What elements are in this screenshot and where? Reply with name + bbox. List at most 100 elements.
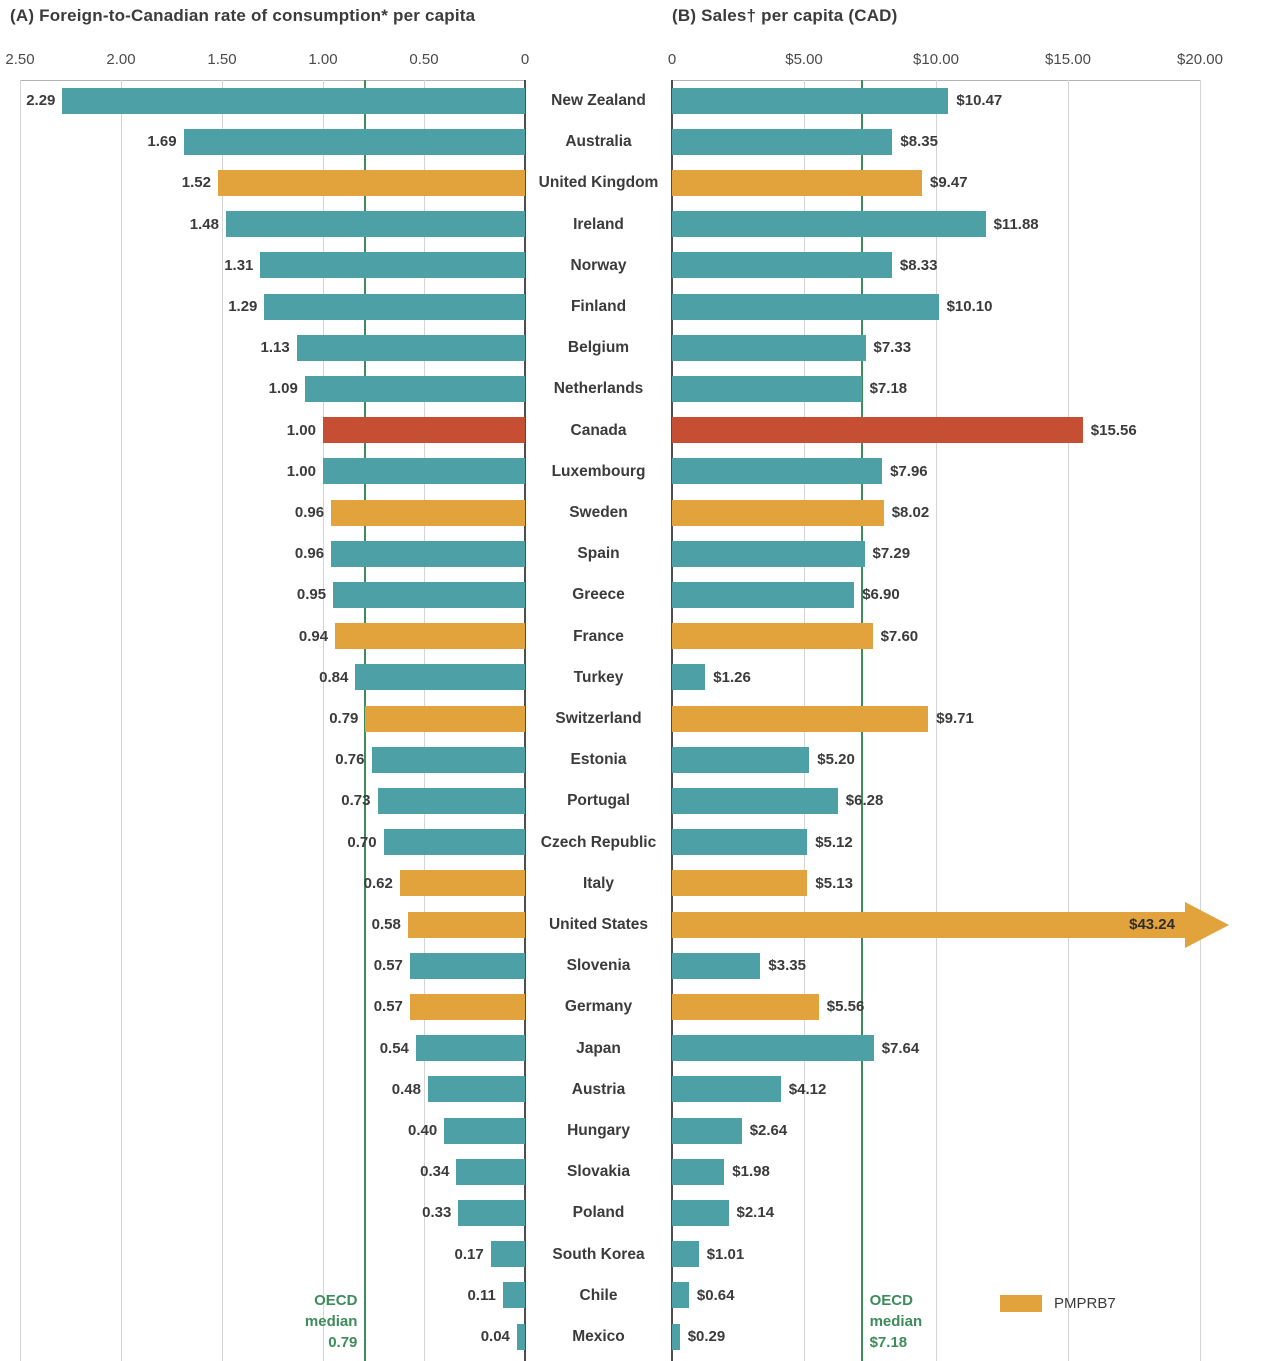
sales-value-label: $2.64 [749, 1122, 788, 1139]
country-label: Estonia [570, 751, 627, 769]
legend: PMPRB7 [1000, 1295, 1116, 1312]
chart-row: 1.13 Belgium $7.33 [0, 327, 1275, 368]
sales-bar [672, 293, 939, 320]
sales-value-label: $7.29 [872, 545, 911, 563]
chart-row: 0.95 Greece $6.90 [0, 574, 1275, 615]
sales-bar [672, 911, 1185, 938]
rate-value-label: 1.00 [286, 462, 316, 480]
rate-value-label: 1.52 [181, 174, 211, 192]
sales-bar [672, 128, 893, 155]
rate-value-label: 0.04 [480, 1328, 510, 1345]
country-label: Poland [572, 1204, 625, 1222]
chart-row: 0.17 South Korea $1.01 [0, 1234, 1275, 1275]
rate-bar [516, 1323, 525, 1350]
rate-value-label: 1.13 [260, 339, 290, 357]
country-label: New Zealand [551, 92, 646, 109]
rate-bar [183, 128, 525, 155]
rate-value-label: 0.48 [391, 1080, 421, 1098]
chart-row: 0.73 Portugal $6.28 [0, 780, 1275, 821]
rate-value-label: 0.95 [296, 586, 327, 604]
gridline-b [936, 80, 937, 1361]
sales-bar [672, 1199, 729, 1226]
sales-value-label: $2.14 [736, 1204, 775, 1222]
rate-value-label: 0.57 [373, 998, 403, 1016]
rate-value-label: 1.48 [189, 215, 219, 233]
country-label: Turkey [573, 668, 624, 686]
sales-value-label: $1.98 [732, 1163, 770, 1181]
sales-value-label: $7.60 [880, 627, 919, 645]
rate-bar [458, 1199, 525, 1226]
country-label: Sweden [569, 504, 628, 521]
axis-tick-label-a: 0 [520, 51, 530, 68]
sales-bar [672, 211, 986, 238]
chart-row: 0.84 Turkey $1.26 [0, 657, 1275, 698]
sales-value-label: $6.28 [845, 792, 884, 810]
rate-value-label: 0.11 [467, 1286, 496, 1304]
chart-row: 1.09 Netherlands $7.18 [0, 368, 1275, 409]
sales-value-label: $5.20 [817, 751, 855, 769]
sales-bar [672, 1241, 699, 1268]
rate-bar [407, 911, 525, 938]
axis-tick-label-a: 2.00 [106, 51, 136, 68]
rate-bar [226, 211, 525, 238]
rate-value-label: 0.17 [454, 1245, 484, 1263]
country-label: Mexico [572, 1328, 625, 1345]
sales-value-label: $43.24 [1129, 916, 1175, 933]
gridline-a [121, 80, 122, 1361]
rate-value-label: 0.62 [363, 874, 393, 892]
sales-bar [672, 787, 838, 814]
gridline-b [1200, 80, 1201, 1361]
rate-bar [365, 705, 525, 732]
gridline-a [20, 80, 21, 1361]
country-label: Austria [571, 1080, 626, 1098]
sales-bar [672, 623, 873, 650]
rate-value-label: 0.34 [420, 1163, 450, 1181]
sales-bar [672, 375, 862, 402]
rate-bar [323, 458, 525, 485]
sales-bar [672, 1282, 689, 1309]
sales-bar [672, 417, 1083, 444]
rate-bar [355, 664, 525, 691]
rate-bar [409, 952, 525, 979]
sales-bar [672, 1076, 781, 1103]
sales-bar [672, 993, 819, 1020]
chart-row: 0.54 Japan $7.64 [0, 1028, 1275, 1069]
chart-row: 1.69 Australia $8.35 [0, 121, 1275, 162]
sales-value-label: $7.64 [881, 1039, 920, 1057]
axis-tick-label-b: 0 [667, 51, 677, 68]
rate-bar [218, 169, 525, 196]
rate-bar [264, 293, 525, 320]
rate-value-label: 0.73 [341, 792, 371, 810]
rate-bar [383, 829, 525, 856]
sales-value-label: $9.71 [936, 710, 974, 727]
sales-value-label: $3.35 [768, 957, 806, 975]
chart-row: 0.11 Chile $0.64 [0, 1275, 1275, 1316]
sales-bar [672, 540, 865, 567]
sales-bar [672, 705, 929, 732]
sales-value-label: $5.12 [815, 833, 853, 851]
rate-bar [399, 870, 525, 897]
sales-value-label: $4.12 [788, 1080, 827, 1098]
rate-value-label: 1.09 [268, 380, 298, 398]
chart-row: 2.29 New Zealand $10.47 [0, 80, 1275, 121]
country-label: United States [548, 916, 649, 933]
sales-bar [672, 1035, 874, 1062]
country-label: Slovenia [566, 957, 631, 975]
chart-row: 0.48 Austria $4.12 [0, 1069, 1275, 1110]
axis-tick-label-b: $20.00 [1177, 51, 1223, 68]
rate-value-label: 1.31 [224, 256, 254, 274]
sales-bar [672, 870, 808, 897]
rate-bar [415, 1035, 525, 1062]
rate-value-label: 0.94 [298, 627, 329, 645]
sales-bar [672, 664, 706, 691]
axis-tick-label-a: 2.50 [5, 51, 35, 68]
country-label: Netherlands [553, 380, 644, 398]
sales-value-label: $8.02 [891, 504, 930, 521]
rate-value-label: 0.54 [379, 1039, 409, 1057]
sales-bar [672, 952, 761, 979]
chart-row: 0.96 Spain $7.29 [0, 533, 1275, 574]
rate-value-label: 0.33 [422, 1204, 452, 1222]
oecd-median-label-line: OECD [314, 1292, 358, 1309]
chart-row: 0.33 Poland $2.14 [0, 1192, 1275, 1233]
sales-value-label: $1.01 [706, 1245, 745, 1263]
